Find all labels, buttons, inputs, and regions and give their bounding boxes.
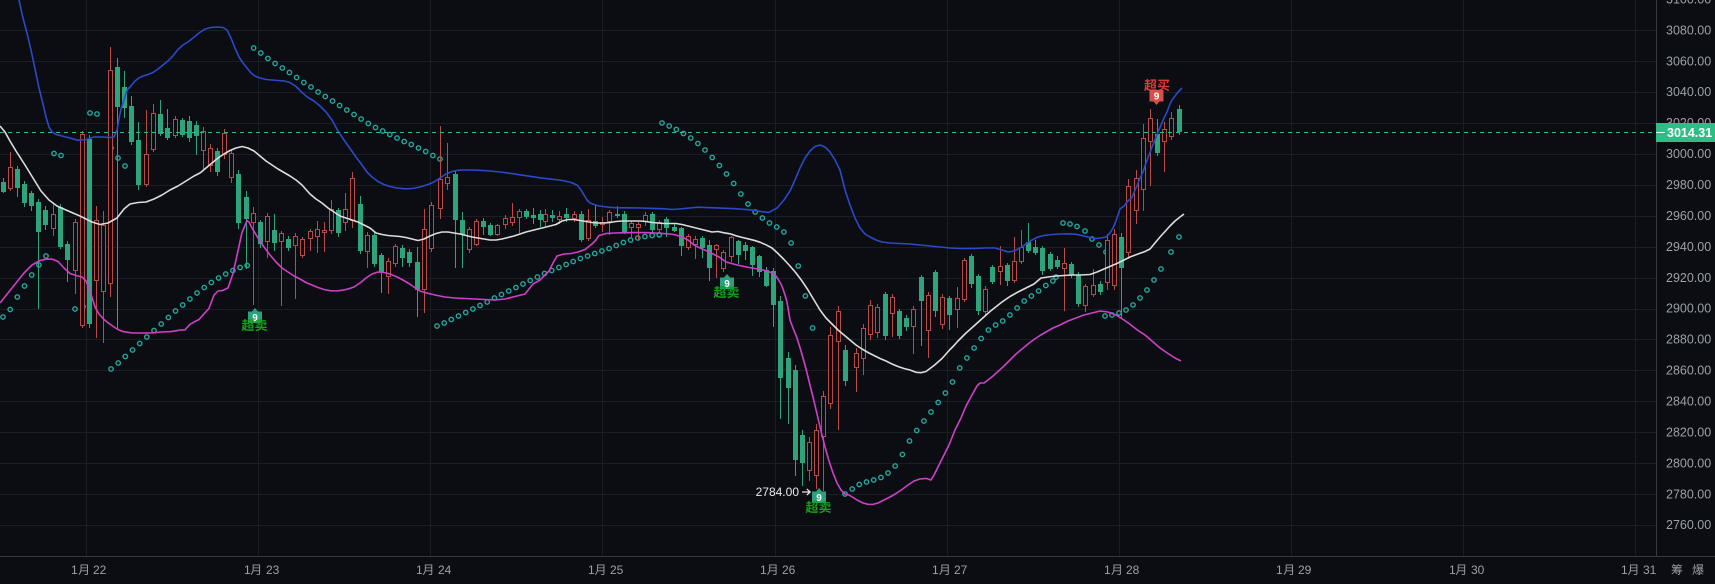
svg-text:9: 9 <box>1154 92 1160 103</box>
svg-text:2860.00: 2860.00 <box>1666 364 1711 378</box>
svg-text:9: 9 <box>252 313 258 324</box>
svg-text:1: 1 <box>244 563 251 577</box>
svg-text:27: 27 <box>954 563 968 577</box>
svg-text:28: 28 <box>1126 563 1140 577</box>
svg-text:2780.00: 2780.00 <box>1666 487 1711 501</box>
svg-text:3060.00: 3060.00 <box>1666 54 1711 68</box>
svg-text:3080.00: 3080.00 <box>1666 23 1711 37</box>
svg-text:23: 23 <box>266 563 280 577</box>
svg-text:1: 1 <box>71 563 78 577</box>
svg-text:3040.00: 3040.00 <box>1666 85 1711 99</box>
svg-text:30: 30 <box>1471 563 1485 577</box>
svg-text:2900.00: 2900.00 <box>1666 302 1711 316</box>
svg-text:3014.31: 3014.31 <box>1667 126 1712 140</box>
svg-text:2840.00: 2840.00 <box>1666 395 1711 409</box>
svg-text:1: 1 <box>1104 563 1111 577</box>
svg-text:1: 1 <box>1276 563 1283 577</box>
svg-text:2820.00: 2820.00 <box>1666 426 1711 440</box>
svg-text:24: 24 <box>438 563 452 577</box>
svg-text:1: 1 <box>588 563 595 577</box>
svg-text:2880.00: 2880.00 <box>1666 333 1711 347</box>
svg-text:2940.00: 2940.00 <box>1666 240 1711 254</box>
svg-text:26: 26 <box>782 563 796 577</box>
svg-text:2800.00: 2800.00 <box>1666 456 1711 470</box>
svg-text:1: 1 <box>932 563 939 577</box>
svg-text:25: 25 <box>610 563 624 577</box>
svg-text:2760.00: 2760.00 <box>1666 518 1711 532</box>
svg-text:31: 31 <box>1643 563 1657 577</box>
svg-text:3000.00: 3000.00 <box>1666 147 1711 161</box>
svg-text:22: 22 <box>93 563 107 577</box>
svg-text:29: 29 <box>1298 563 1312 577</box>
svg-text:2960.00: 2960.00 <box>1666 209 1711 223</box>
svg-text:9: 9 <box>816 493 822 504</box>
svg-text:1: 1 <box>760 563 767 577</box>
svg-text:1: 1 <box>416 563 423 577</box>
svg-text:2980.00: 2980.00 <box>1666 178 1711 192</box>
svg-text:1: 1 <box>1449 563 1456 577</box>
svg-text:2920.00: 2920.00 <box>1666 271 1711 285</box>
svg-text:2784.00: 2784.00 <box>756 485 800 499</box>
svg-text:3100.00: 3100.00 <box>1666 0 1711 6</box>
svg-text:1: 1 <box>1621 563 1628 577</box>
svg-text:9: 9 <box>724 279 730 290</box>
